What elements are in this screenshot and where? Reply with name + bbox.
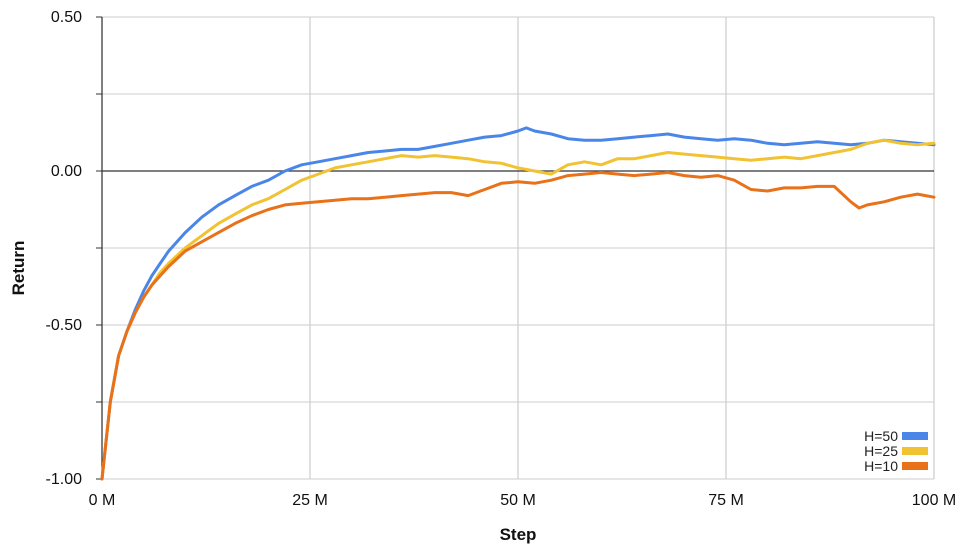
y-axis-title: Return (9, 241, 28, 296)
legend-label: H=25 (864, 443, 898, 459)
x-axis-title: Step (500, 525, 537, 544)
y-tick-label: -0.50 (46, 317, 83, 334)
y-tick-label: 0.50 (51, 9, 82, 26)
series-line-h50 (100, 126, 936, 481)
legend-swatch (902, 432, 928, 440)
x-tick-label: 75 M (708, 492, 744, 509)
x-tick-label: 0 M (89, 492, 116, 509)
series-line-h25 (100, 138, 936, 481)
grid (101, 16, 935, 480)
x-tick-label: 25 M (292, 492, 328, 509)
series-line-h10 (100, 171, 936, 481)
legend: H=50H=25H=10 (864, 428, 928, 474)
y-tick-label: 0.00 (51, 163, 82, 180)
x-tick-label: 50 M (500, 492, 536, 509)
legend-label: H=10 (864, 458, 898, 474)
x-tick-label: 100 M (912, 492, 956, 509)
legend-swatch (902, 462, 928, 470)
axes: -1.00 -0.50 0.00 0.50 0 M 25 M 50 M 75 M 100 M (46, 9, 957, 509)
legend-swatch (902, 447, 928, 455)
series-lines (100, 126, 936, 481)
legend-label: H=50 (864, 428, 898, 444)
y-tick-label: -1.00 (46, 471, 83, 488)
